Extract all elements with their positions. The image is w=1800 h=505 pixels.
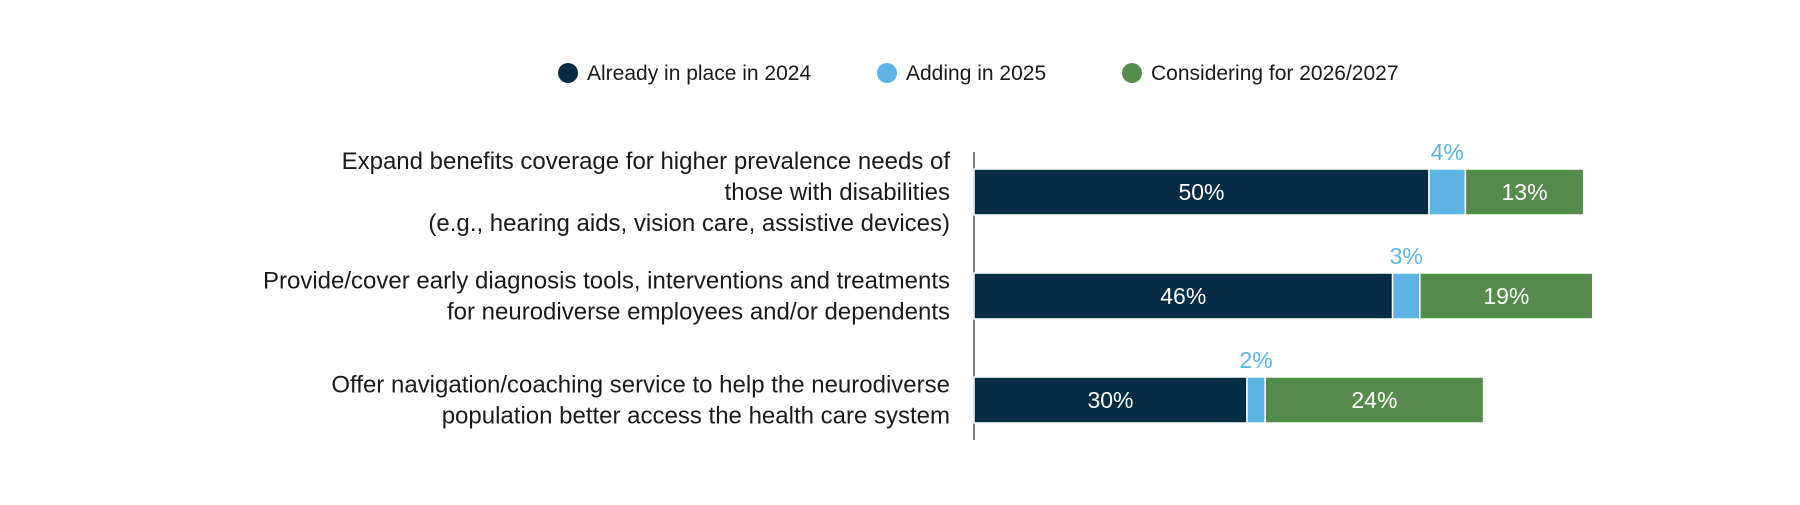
category-label-3-line-1: Offer navigation/coaching service to hel… [331, 372, 950, 399]
bar-segment-3-2 [1246, 376, 1266, 424]
bar-segment-2-1 [973, 272, 1394, 320]
legend-label-2: Adding in 2025 [906, 62, 1046, 85]
bar-segment-1-2 [1428, 168, 1467, 216]
data-label-2-3: 19% [1483, 283, 1529, 309]
legend-marker-3 [1122, 63, 1142, 83]
category-label-1-line-3: (e.g., hearing aids, vision care, assist… [428, 210, 950, 237]
category-label-2-line-1: Provide/cover early diagnosis tools, int… [263, 268, 950, 295]
legend: Already in place in 2024 Adding in 2025 Co… [558, 62, 1399, 85]
legend-marker-1 [558, 63, 578, 83]
data-label-1-3: 13% [1502, 179, 1548, 205]
data-label-1-1: 50% [1178, 179, 1224, 205]
legend-label-1: Already in place in 2024 [587, 62, 811, 85]
category-label-2-line-2: for neurodiverse employees and/or depend… [447, 299, 950, 326]
data-label-2-2: 3% [1390, 243, 1423, 269]
bar-segment-2-3 [1419, 272, 1594, 320]
bar-segment-3-3 [1264, 376, 1485, 424]
legend-label-3: Considering for 2026/2027 [1151, 62, 1399, 85]
category-label-3-line-2: population better access the health care… [442, 403, 950, 430]
bar-segment-2-2 [1391, 272, 1421, 320]
bar-segment-1-3 [1464, 168, 1585, 216]
data-label-3-1: 30% [1087, 387, 1133, 413]
data-label-3-2: 2% [1239, 347, 1272, 373]
legend-marker-2 [877, 63, 897, 83]
category-label-1-line-2: those with disabilities [725, 179, 950, 206]
data-label-2-1: 46% [1160, 283, 1206, 309]
category-label-1-line-1: Expand benefits coverage for higher prev… [342, 148, 951, 175]
bars: 50% 4% 13% 46% 3% 19% 30% 2% 24% [973, 139, 1594, 424]
data-label-3-3: 24% [1351, 387, 1397, 413]
data-label-1-2: 4% [1431, 139, 1464, 165]
category-labels: Expand benefits coverage for higher prev… [263, 148, 950, 430]
